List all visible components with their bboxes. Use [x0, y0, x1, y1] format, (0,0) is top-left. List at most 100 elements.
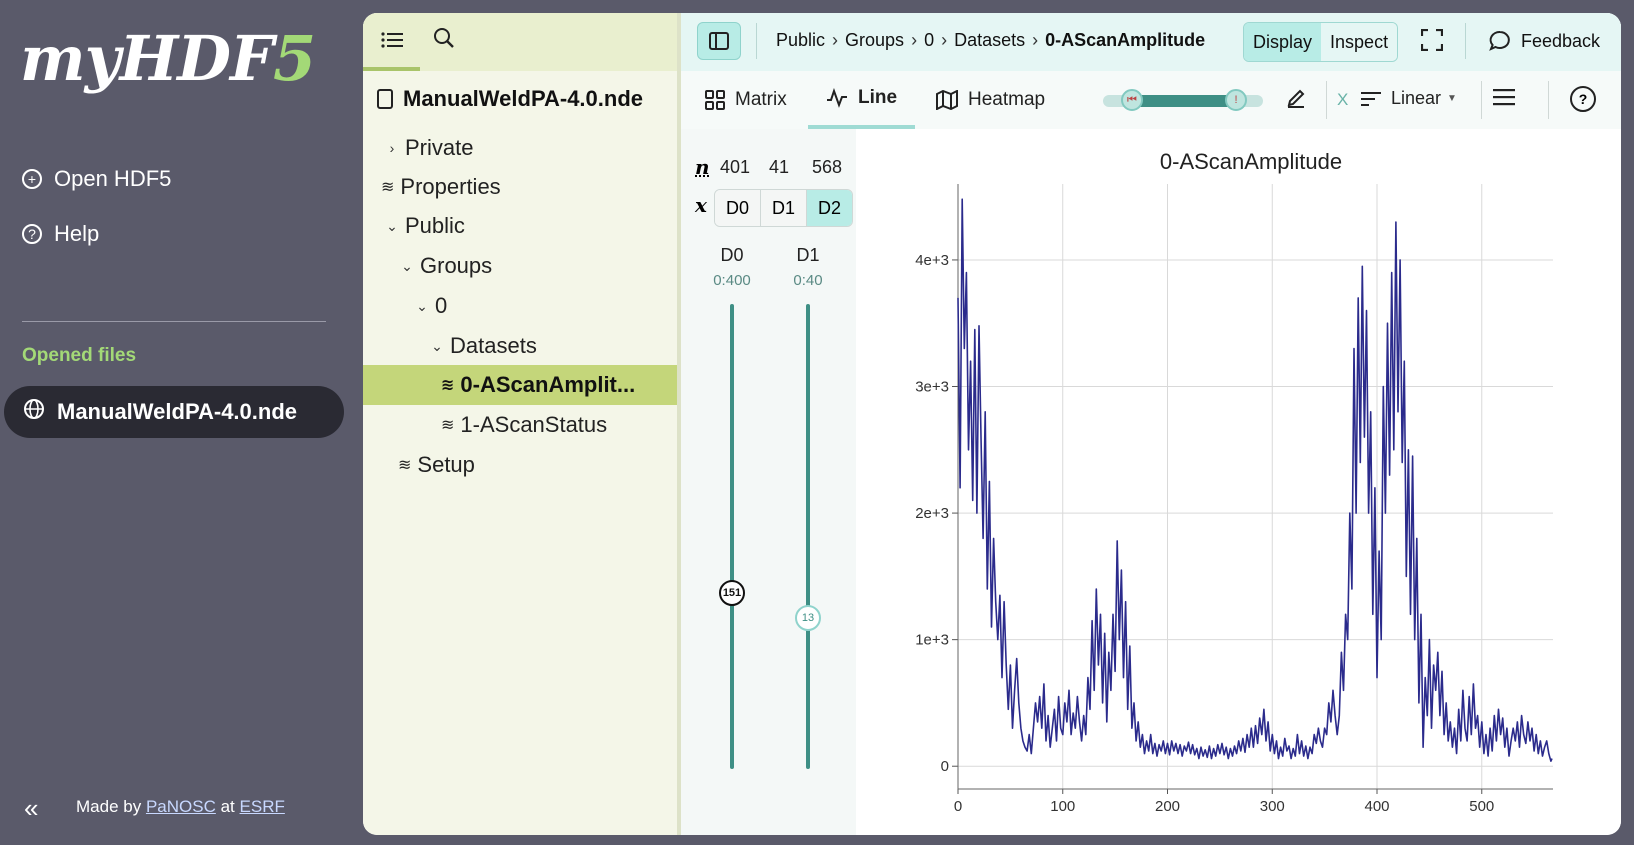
domain-slider-fill: [1131, 95, 1235, 107]
chevron-right-icon: ›: [911, 30, 918, 50]
breadcrumb-item[interactable]: Datasets: [954, 30, 1026, 50]
tree-item-label: Groups: [420, 253, 493, 278]
tree-item-label: 0: [435, 293, 448, 318]
x-axis-label: X: [1337, 90, 1349, 109]
y-tick-label: 3e+3: [915, 379, 949, 396]
open-hdf5-link[interactable]: + Open HDF5: [22, 166, 171, 192]
breadcrumb-item[interactable]: 0: [924, 30, 935, 50]
at-label: at: [220, 797, 235, 816]
visualization-toolbar: Matrix Line Heatmap ⏮ ! X Linea: [681, 71, 1621, 129]
tab-label: Matrix: [735, 89, 787, 110]
tree-view-button[interactable]: [363, 13, 420, 71]
divider: [1481, 81, 1482, 119]
scale-select[interactable]: Linear ▼: [1361, 88, 1457, 109]
search-icon: [434, 28, 454, 48]
fullscreen-icon: [1420, 28, 1444, 52]
dim-button-d2[interactable]: D2: [807, 190, 852, 226]
domain-slider[interactable]: ⏮ !: [1103, 89, 1263, 111]
x-tick-label: 400: [1364, 798, 1389, 815]
tree-item-groups[interactable]: ⌄ Groups: [398, 246, 492, 286]
chart-title: 0-AScanAmplitude: [1159, 149, 1343, 174]
breadcrumb-item[interactable]: Public: [776, 30, 826, 50]
x-tick-label: 0: [954, 798, 962, 815]
tree-item-public[interactable]: ⌄ Public: [383, 206, 465, 246]
plot-area[interactable]: 0 100 200 300 400 500 0 1e+3 2e+3 3e+3 4e+3: [856, 129, 1621, 835]
menu-button[interactable]: [1493, 85, 1515, 113]
divider: [1548, 81, 1549, 119]
slider-handle-d0[interactable]: 151: [719, 580, 745, 607]
line-chart-icon: [827, 88, 847, 108]
chevron-right-icon: ›: [389, 140, 395, 156]
toggle-sidebar-button[interactable]: [697, 22, 741, 60]
file-icon: [377, 89, 393, 109]
sidebar-panel-icon: [709, 32, 729, 50]
dim-button-d1[interactable]: D1: [761, 190, 807, 226]
dimension-mapper: n 401 41 568 x D0 D1 D2 D0 0:400 D1 0:40…: [681, 129, 856, 835]
dim-button-d0[interactable]: D0: [715, 190, 761, 226]
domain-max-handle[interactable]: !: [1225, 89, 1247, 111]
edit-domain-button[interactable]: [1286, 88, 1306, 114]
made-by-label: Made by: [76, 797, 142, 816]
tree-root-file[interactable]: ManualWeldPA-4.0.nde: [377, 86, 643, 112]
tab-label: Line: [858, 87, 898, 108]
grid-icon: [705, 90, 725, 110]
tab-line[interactable]: Line: [808, 71, 915, 129]
slider-dim-name: D1: [796, 245, 820, 265]
display-mode-button[interactable]: Display: [1244, 23, 1322, 61]
divider: [1465, 23, 1466, 59]
help-label: Help: [54, 221, 100, 246]
slider-track-d1[interactable]: 13: [795, 304, 821, 769]
breadcrumb-item[interactable]: Groups: [845, 30, 905, 50]
feedback-button[interactable]: Feedback: [1489, 30, 1600, 52]
line-chart: 0-AScanAmplitude 0 100 200 300 400 500 0 1e+3 2e…: [856, 129, 1621, 835]
slider-handle-d1[interactable]: 13: [795, 604, 821, 631]
domain-min-handle[interactable]: ⏮: [1121, 89, 1143, 111]
tree-item-label: Setup: [417, 452, 475, 477]
dataset-stack-icon: ≋: [441, 377, 455, 394]
tree-item-label: 1-AScanStatus: [460, 412, 608, 437]
dim-size: 401: [720, 157, 751, 177]
slider-column-d1: D1 0:40: [778, 245, 838, 289]
panel-resizer[interactable]: [677, 13, 681, 835]
chat-bubble-icon: [1489, 30, 1510, 51]
collapse-sidebar-icon[interactable]: «: [24, 793, 39, 823]
fullscreen-button[interactable]: [1420, 28, 1444, 52]
tree-item-0[interactable]: ⌄ 0: [413, 286, 447, 326]
chevron-down-icon: ⌄: [386, 217, 398, 234]
dims-size-label: n: [695, 155, 710, 179]
file-tree-panel: ManualWeldPA-4.0.nde › Private ≋ Propert…: [363, 13, 677, 835]
search-button[interactable]: [433, 27, 455, 56]
tree-item-1-ascanstatus[interactable]: ≋ 1-AScanStatus: [441, 405, 607, 445]
app-sidebar: myHDF5 + Open HDF5 ? Help Opened files M…: [0, 0, 362, 845]
help-link[interactable]: ? Help: [22, 221, 99, 247]
opened-files-label: Opened files: [22, 345, 137, 366]
tree-item-properties[interactable]: ≋ Properties: [381, 167, 501, 207]
plus-circle-icon: +: [22, 169, 42, 189]
breadcrumb-bar: Public › Groups › 0 › Datasets › 0-AScanAmplitud…: [681, 13, 1621, 71]
chevron-right-icon: ›: [832, 30, 839, 50]
breadcrumb-current: 0-AScanAmplitude: [1045, 30, 1206, 50]
open-hdf5-label: Open HDF5: [54, 166, 172, 191]
chevron-down-icon: ⌄: [416, 297, 428, 314]
tab-matrix[interactable]: Matrix: [701, 71, 791, 129]
panosc-link[interactable]: PaNOSC: [145, 797, 216, 816]
tree-item-label: Properties: [400, 174, 501, 199]
x-tick-label: 100: [1050, 798, 1075, 815]
sidebar-divider: [22, 321, 326, 322]
tree-item-private[interactable]: › Private: [383, 128, 474, 168]
opened-file-item[interactable]: ManualWeldPA-4.0.nde: [4, 386, 344, 438]
dataset-stack-icon: ≋: [398, 457, 412, 474]
inspect-mode-button[interactable]: Inspect: [1321, 23, 1398, 61]
tree-item-setup[interactable]: ≋ Setup: [398, 445, 475, 485]
tab-heatmap[interactable]: Heatmap: [936, 71, 1045, 129]
logo-main: myHDF: [20, 22, 274, 95]
series-line: [957, 198, 1553, 762]
slider-track-d0[interactable]: 151: [719, 304, 745, 769]
slider-dim-range: 0:40: [793, 272, 823, 289]
help-icon[interactable]: ?: [1570, 86, 1596, 112]
chevron-right-icon: ›: [941, 30, 948, 50]
breadcrumb: Public › Groups › 0 › Datasets › 0-AScanAmplitud…: [776, 30, 1205, 51]
esrf-link[interactable]: ESRF: [239, 797, 285, 816]
tree-item-datasets[interactable]: ⌄ Datasets: [428, 326, 537, 366]
tree-item-0-ascanamplitude[interactable]: ≋ 0-AScanAmplit...: [363, 365, 677, 405]
